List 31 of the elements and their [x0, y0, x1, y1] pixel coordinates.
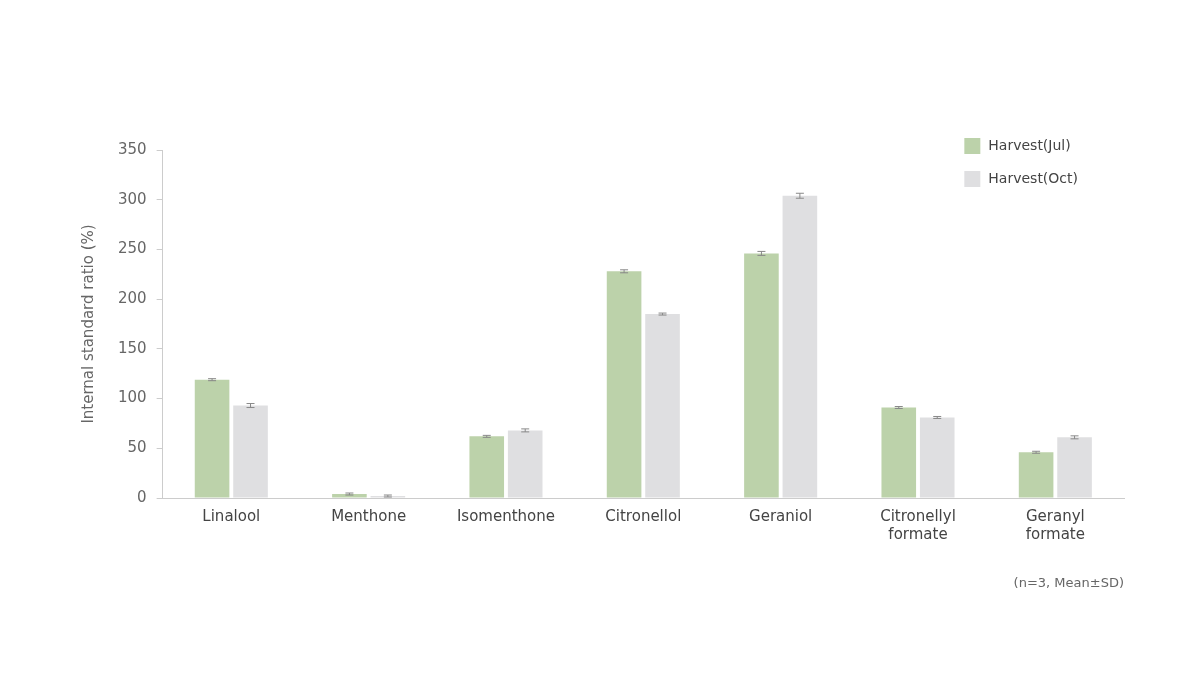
- y-tick-label: 250: [117, 239, 147, 258]
- y-tick-label: 200: [117, 289, 147, 308]
- x-tick-label: Menthone: [331, 506, 407, 525]
- y-tick-label: 150: [117, 338, 147, 357]
- x-tick-label: Linalool: [202, 506, 261, 525]
- bar: [507, 430, 543, 498]
- y-axis-title: Internal standard ratio (%): [78, 224, 97, 424]
- bar: [782, 195, 818, 498]
- bar: [1057, 437, 1092, 498]
- y-tick-label: 0: [137, 487, 147, 506]
- y-tick-label: 50: [127, 438, 147, 457]
- bar: [233, 405, 268, 498]
- bar: [744, 253, 779, 498]
- y-tick-label: 100: [117, 388, 147, 407]
- legend-label: Harvest(Oct): [988, 169, 1079, 186]
- y-tick-label: 300: [117, 189, 147, 208]
- text: (n=3, Mean±SD): [1013, 575, 1124, 591]
- bar: [645, 314, 680, 498]
- bar: [881, 407, 917, 498]
- legend-label: Harvest(Jul): [988, 136, 1071, 153]
- bar: [919, 417, 955, 498]
- x-tick-label: Isomenthone: [456, 506, 556, 525]
- bar: [469, 436, 505, 498]
- x-tick-label: Citronellyl formate: [880, 506, 956, 543]
- x-tick-label: Geraniol: [749, 506, 813, 525]
- x-tick-label: Geranyl formate: [1025, 506, 1085, 543]
- bar: [1018, 452, 1054, 498]
- x-tick-label: Citronellol: [605, 506, 682, 525]
- bar: [194, 379, 230, 498]
- bar: [606, 271, 642, 498]
- y-tick-label: 350: [117, 139, 147, 158]
